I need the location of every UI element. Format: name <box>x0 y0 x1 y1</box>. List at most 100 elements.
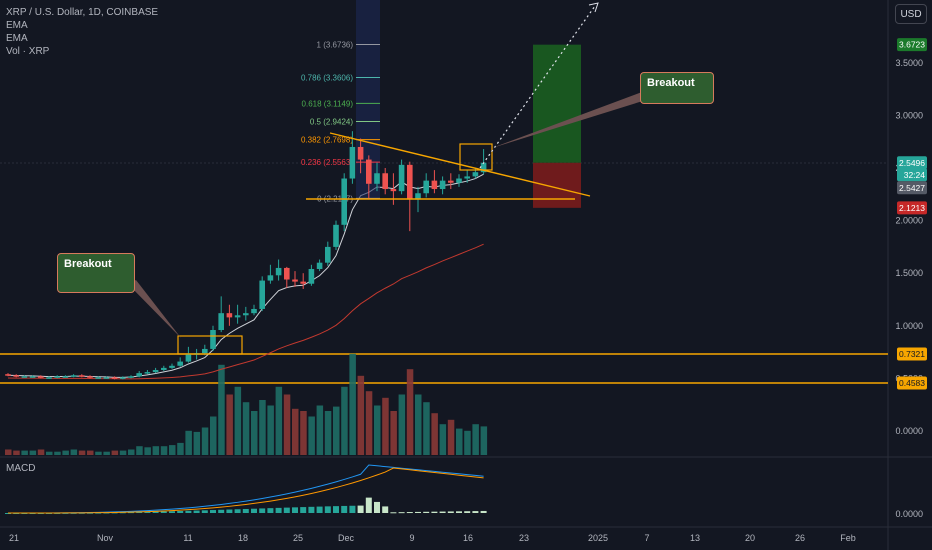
macd-histogram-bar <box>267 508 274 513</box>
macd-tick: 0.0000 <box>895 509 923 519</box>
candle-body <box>185 354 192 362</box>
macd-histogram-bar <box>218 509 225 513</box>
candle-body <box>243 313 249 316</box>
currency-button[interactable]: USD <box>895 4 927 24</box>
volume-bar <box>210 416 217 455</box>
candle-body <box>415 193 421 200</box>
candle-body <box>325 246 331 263</box>
macd-histogram-bar <box>300 507 307 513</box>
candle-body <box>333 224 339 247</box>
price-tag-target: 3.6723 <box>899 40 925 50</box>
volume-bar <box>374 405 381 455</box>
volume-bar <box>95 451 102 455</box>
volume-indicator[interactable]: Vol · XRP <box>6 46 50 57</box>
candle-body <box>431 180 438 190</box>
ema-slow-line <box>7 243 484 380</box>
volume-bar <box>13 450 20 455</box>
fib-level-label: 0.5 (2.9424) <box>310 117 353 126</box>
macd-histogram-bar <box>251 508 257 513</box>
volume-bar <box>201 427 209 455</box>
breakout-callout-right[interactable]: Breakout <box>640 72 714 104</box>
macd-histogram-bar <box>283 507 290 513</box>
price-tag-bg <box>897 181 927 195</box>
price-tick: 1.0000 <box>895 321 923 331</box>
volume-bar <box>267 405 274 455</box>
macd-histogram-bar <box>201 510 208 513</box>
candle-body <box>284 267 290 280</box>
volume-bar <box>398 394 406 455</box>
volume-bar <box>406 369 414 455</box>
candle-body <box>366 159 372 184</box>
volume-bar <box>431 413 438 455</box>
macd-histogram-bar <box>398 512 405 514</box>
volume-bars <box>5 353 488 455</box>
volume-bar <box>415 394 422 455</box>
symbol-title[interactable]: XRP / U.S. Dollar, 1D, COINBASE <box>6 7 159 18</box>
price-tag-level_high: 0.7321 <box>899 349 925 359</box>
arrowhead-icon <box>588 2 599 13</box>
candle-body <box>70 375 77 377</box>
candle-body <box>259 280 265 309</box>
position-profit-zone <box>533 44 581 163</box>
candle-body <box>251 308 257 314</box>
long-position-tool[interactable] <box>533 44 581 208</box>
candle-body <box>54 376 60 378</box>
price-tick: 3.5000 <box>895 58 923 68</box>
candle-body <box>144 372 151 374</box>
price-tag-bg <box>897 156 927 170</box>
macd-histogram-bar <box>193 510 200 513</box>
macd-histogram-bar <box>128 512 134 514</box>
macd-histogram-bar <box>259 508 266 513</box>
price-tag-last: 2.5496 <box>899 158 925 168</box>
price-tag-bg <box>897 347 927 361</box>
candle-body <box>480 162 487 173</box>
candle-body <box>341 178 347 225</box>
macd-histogram-bar <box>374 501 380 513</box>
macd-histogram-bar <box>136 511 143 513</box>
macd-histogram-bar <box>464 511 471 513</box>
candle-body <box>349 146 356 179</box>
volume-bar <box>152 446 160 455</box>
horizontal-levels[interactable] <box>0 353 888 384</box>
macd-histogram-bar <box>349 505 356 513</box>
candle-body <box>448 180 454 183</box>
candle-body <box>292 279 298 282</box>
volume-bar <box>87 450 94 455</box>
macd-histogram-bar <box>177 511 184 513</box>
price-tag-bg <box>897 38 927 52</box>
candle-body <box>46 377 52 379</box>
volume-bar <box>78 450 86 455</box>
signal-line <box>8 467 484 514</box>
candle-body <box>472 172 479 177</box>
volume-bar <box>218 364 225 455</box>
volume-bar <box>316 405 324 455</box>
volume-bar <box>111 450 119 455</box>
candle-body <box>202 348 208 354</box>
volume-bar <box>70 449 78 455</box>
volume-bar <box>46 451 53 455</box>
ema-indicator-1[interactable]: EMA <box>6 20 28 31</box>
price-tag-bg <box>897 168 927 182</box>
breakout-callout-left[interactable]: Breakout <box>57 253 135 293</box>
volume-bar <box>21 450 28 455</box>
time-tick: 18 <box>238 533 248 543</box>
trend-drawings[interactable] <box>128 2 646 355</box>
volume-bar <box>103 451 110 455</box>
fib-level-label: 0.236 (2.5563) <box>301 158 353 167</box>
time-tick: 21 <box>9 533 19 543</box>
volume-bar <box>136 446 143 455</box>
macd-histogram-bar <box>423 511 430 513</box>
volume-bar <box>283 394 291 455</box>
volume-bar <box>119 450 127 455</box>
candle-body <box>234 315 241 318</box>
fib-level-label: 1 (3.6736) <box>317 41 354 50</box>
ema-indicator-2[interactable]: EMA <box>6 33 28 44</box>
callout-pointer-right <box>492 92 646 148</box>
breakout-box-right <box>459 143 493 171</box>
macd-histogram-bar <box>242 508 249 513</box>
macd-label[interactable]: MACD <box>6 463 36 474</box>
candle-body <box>103 377 110 379</box>
volume-bar <box>456 428 463 455</box>
